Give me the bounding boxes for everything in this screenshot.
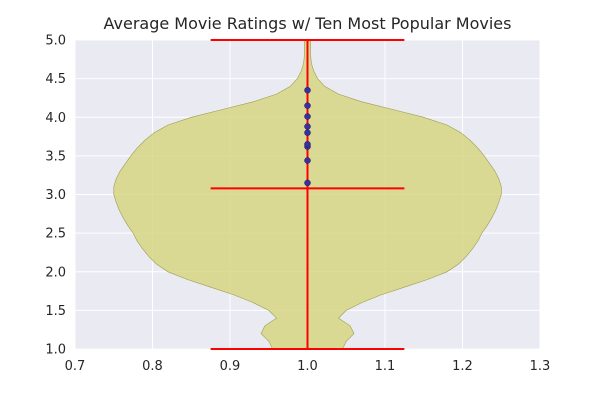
data-point bbox=[304, 179, 311, 187]
data-point bbox=[304, 141, 311, 148]
chart-title: Average Movie Ratings w/ Ten Most Popula… bbox=[103, 14, 512, 33]
y-tick-label: 1.0 bbox=[45, 343, 66, 358]
x-tick-label: 1.3 bbox=[530, 359, 551, 374]
y-tick-label: 2.0 bbox=[45, 265, 66, 280]
x-tick-label: 0.7 bbox=[65, 359, 86, 374]
y-tick-label: 5.0 bbox=[45, 34, 66, 49]
y-tick-label: 1.5 bbox=[45, 304, 66, 319]
x-tick-label: 1.1 bbox=[375, 359, 396, 374]
data-point bbox=[304, 102, 311, 109]
y-tick-label: 3.5 bbox=[45, 149, 66, 164]
y-tick-label: 2.5 bbox=[45, 227, 66, 242]
data-point bbox=[304, 123, 311, 130]
y-tick-label: 4.0 bbox=[45, 111, 66, 126]
data-point bbox=[304, 129, 311, 136]
data-point bbox=[304, 157, 311, 164]
data-point bbox=[304, 86, 311, 94]
y-tick-label: 4.5 bbox=[45, 72, 66, 87]
y-tick-label: 3.0 bbox=[45, 188, 66, 203]
data-point bbox=[304, 113, 311, 120]
x-tick-label: 1.2 bbox=[452, 359, 473, 374]
x-tick-label: 1.0 bbox=[297, 359, 318, 374]
x-tick-label: 0.9 bbox=[220, 359, 241, 374]
x-tick-label: 0.8 bbox=[142, 359, 163, 374]
